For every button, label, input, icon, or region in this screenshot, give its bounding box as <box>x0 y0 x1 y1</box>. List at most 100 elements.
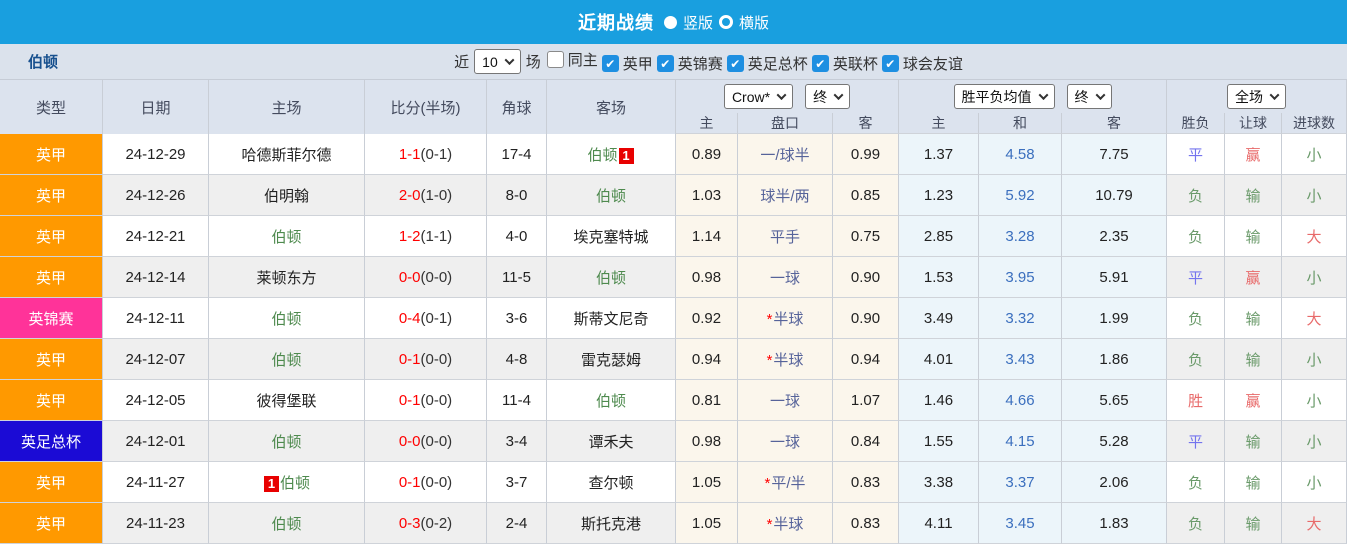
handicap-odds-header: Crow* 终 <box>676 80 899 113</box>
handicap-away-odds: 0.94 <box>833 339 899 380</box>
handicap-away-odds: 0.90 <box>833 257 899 298</box>
filter-toggle: ✔ 英甲 <box>601 53 656 74</box>
team-label: 伯顿 <box>271 228 302 246</box>
wdl-average-select[interactable]: 胜平负均值 <box>953 84 1055 109</box>
score-cell: 0-0(0-0) <box>365 421 487 462</box>
handicap-text: 半球 <box>773 310 804 328</box>
vertical-layout-radio[interactable] <box>663 15 677 29</box>
team-label: 伯顿 <box>271 310 302 328</box>
match-type-badge: 英甲 <box>0 134 103 175</box>
goals-result: 小 <box>1282 462 1347 503</box>
score-cell: 0-0(0-0) <box>365 257 487 298</box>
avg-away-odds: 1.83 <box>1062 503 1167 544</box>
full-time-score: 2-0 <box>398 186 421 204</box>
handicap-away-odds: 0.83 <box>833 462 899 503</box>
filter-toggle: ✔ 球会友谊 <box>881 53 966 74</box>
handicap-line: 一球 <box>738 257 833 298</box>
home-team-cell: 伯明翰 <box>209 175 365 216</box>
handicap-line: *半球 <box>738 503 833 544</box>
half-time-score: (1-0) <box>420 186 453 204</box>
team-label: 伯顿 <box>595 187 626 205</box>
half-time-score: (0-0) <box>420 350 453 368</box>
handicap-result: 输 <box>1225 503 1282 544</box>
bottom-filler <box>0 544 1347 551</box>
sub-header-avg-home: 主 <box>899 113 979 134</box>
team-label: 伯顿 <box>271 351 302 369</box>
goals-result: 小 <box>1282 421 1347 462</box>
league-filter-group: 同主 ✔ 英甲 ✔ 英锦赛 ✔ 英足总杯 ✔ 英联杯 ✔ 球会友谊 <box>546 49 966 75</box>
handicap-home-odds: 0.94 <box>676 339 738 380</box>
score-cell: 1-2(1-1) <box>365 216 487 257</box>
chevron-down-icon <box>1095 90 1105 101</box>
final-odds-select-1[interactable]: 终 <box>805 84 851 109</box>
sub-header-avg-draw: 和 <box>979 113 1062 134</box>
star-icon: * <box>766 515 773 533</box>
handicap-line: 球半/两 <box>738 175 833 216</box>
handicap-result: 输 <box>1225 339 1282 380</box>
team-label: 伯顿 <box>279 474 310 492</box>
handicap-line: *半球 <box>738 298 833 339</box>
home-team-cell: 彼得堡联 <box>209 380 365 421</box>
match-type-badge: 英甲 <box>0 503 103 544</box>
full-time-score: 0-1 <box>398 391 421 409</box>
team-label: 伯顿 <box>595 269 626 287</box>
avg-draw-odds: 3.28 <box>979 216 1062 257</box>
checkbox-checked-icon[interactable]: ✔ <box>726 55 744 73</box>
goals-result: 小 <box>1282 175 1347 216</box>
home-team-cell: 莱顿东方 <box>209 257 365 298</box>
half-time-score: (0-0) <box>420 391 453 409</box>
away-team-cell: 查尔顿 <box>547 462 676 503</box>
col-header-away: 客场 <box>547 80 676 134</box>
avg-draw-odds: 5.92 <box>979 175 1062 216</box>
avg-home-odds: 1.46 <box>899 380 979 421</box>
away-team-cell: 埃克塞特城 <box>547 216 676 257</box>
team-label: 伯顿 <box>271 433 302 451</box>
handicap-line: 一球 <box>738 421 833 462</box>
handicap-line: *半球 <box>738 339 833 380</box>
score-cell: 0-3(0-2) <box>365 503 487 544</box>
full-time-score: 1-2 <box>398 227 421 245</box>
wdl-result: 负 <box>1167 339 1225 380</box>
team-label: 伯顿 <box>595 392 626 410</box>
wdl-result: 平 <box>1167 421 1225 462</box>
avg-draw-odds: 3.32 <box>979 298 1062 339</box>
handicap-text: 一球 <box>769 433 800 451</box>
avg-home-odds: 2.85 <box>899 216 979 257</box>
handicap-away-odds: 0.85 <box>833 175 899 216</box>
checkbox-checked-icon[interactable]: ✔ <box>656 55 674 73</box>
odds-company-select[interactable]: Crow* <box>723 84 794 109</box>
col-header-home: 主场 <box>209 80 365 134</box>
home-team-cell: 伯顿 <box>209 298 365 339</box>
final-odds-select-2[interactable]: 终 <box>1066 84 1112 109</box>
checkbox-checked-icon[interactable]: ✔ <box>881 55 899 73</box>
handicap-home-odds: 1.05 <box>676 503 738 544</box>
sub-header-odds-away: 客 <box>833 113 899 134</box>
recent-count-select[interactable]: 10 <box>474 49 521 74</box>
team-label: 伯明翰 <box>263 187 309 205</box>
goals-result: 小 <box>1282 339 1347 380</box>
full-match-select[interactable]: 全场 <box>1227 84 1286 109</box>
avg-away-odds: 1.99 <box>1062 298 1167 339</box>
chevron-down-icon <box>504 55 515 66</box>
checkbox-unchecked-icon[interactable] <box>546 50 564 68</box>
wdl-result: 负 <box>1167 462 1225 503</box>
table-row: 英甲 24-12-14 莱顿东方 0-0(0-0) 11-5 伯顿 0.98 一球 0.90 1.… <box>0 257 1347 298</box>
handicap-home-odds: 0.98 <box>676 257 738 298</box>
recent-results-table: 类型 日期 主场 比分(半场) 角球 客场 Crow* 终 <box>0 80 1347 544</box>
full-time-score: 0-0 <box>398 268 421 286</box>
handicap-result: 输 <box>1225 421 1282 462</box>
recent-label: 近 <box>454 54 470 71</box>
full-match-header: 全场 <box>1167 80 1347 113</box>
avg-draw-odds: 4.15 <box>979 421 1062 462</box>
checkbox-checked-icon[interactable]: ✔ <box>601 55 619 73</box>
horizontal-layout-radio[interactable] <box>719 15 733 29</box>
sub-header-handicap-result: 让球 <box>1225 113 1282 134</box>
checkbox-checked-icon[interactable]: ✔ <box>811 55 829 73</box>
matches-label: 场 <box>525 54 541 71</box>
handicap-result: 赢 <box>1225 380 1282 421</box>
team-label: 斯托克港 <box>580 515 641 533</box>
page-title: 近期战绩 <box>577 13 654 33</box>
avg-home-odds: 3.49 <box>899 298 979 339</box>
corner-cell: 3-7 <box>487 462 547 503</box>
